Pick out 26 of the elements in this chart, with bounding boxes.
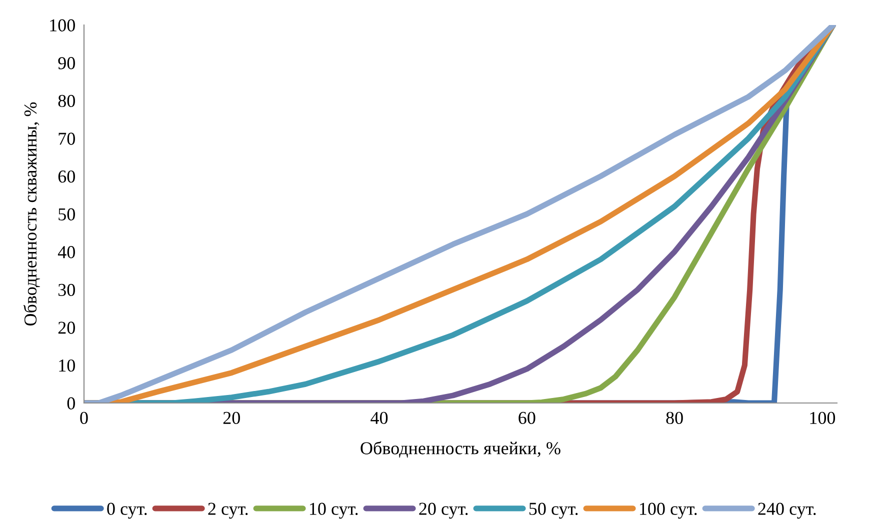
legend-label: 50 сут. [529, 502, 578, 519]
y-tick-label: 80 [58, 94, 75, 108]
y-tick-label: 70 [58, 132, 75, 145]
y-tick-label: 0 [67, 397, 75, 410]
y-tick-label: 100 [50, 19, 75, 32]
y-tick-label: 30 [58, 284, 75, 296]
legend-label: 100 сут. [640, 502, 697, 519]
legend-label: 2 сут. [208, 502, 248, 519]
y-tick-label: 60 [58, 170, 75, 183]
x-tick-label: 40 [370, 412, 388, 424]
y-tick-label: 40 [58, 246, 75, 258]
legend-label: 10 сут. [310, 502, 358, 519]
y-axis-title: Обводненность скважины, % [23, 102, 40, 326]
legend-label: 20 сут. [419, 502, 468, 519]
x-tick-label: 100 [810, 412, 836, 424]
x-tick-label: 60 [518, 412, 536, 424]
y-tick-label: 50 [58, 208, 75, 220]
y-tick-label: 10 [59, 359, 75, 372]
x-tick-label: 0 [80, 412, 88, 424]
x-axis-title: Обводненность ячейки, % [360, 441, 560, 458]
legend-label: 240 сут. [758, 502, 816, 519]
x-tick-label: 20 [223, 412, 240, 424]
x-tick-label: 80 [666, 412, 683, 424]
y-tick-label: 90 [58, 57, 75, 70]
legend-label: 0 сут. [107, 502, 147, 519]
y-tick-label: 20 [58, 322, 75, 334]
